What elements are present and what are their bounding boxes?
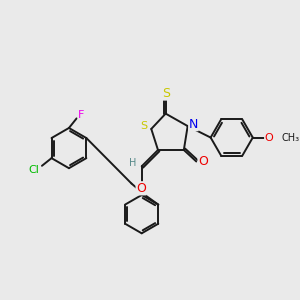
Text: N: N xyxy=(189,118,198,130)
Text: CH₃: CH₃ xyxy=(281,133,300,142)
Text: S: S xyxy=(140,121,147,131)
Text: F: F xyxy=(78,110,85,120)
Text: O: O xyxy=(136,182,146,195)
Text: H: H xyxy=(129,158,137,168)
Text: O: O xyxy=(265,133,273,142)
Text: Cl: Cl xyxy=(29,165,40,175)
Text: S: S xyxy=(162,87,170,100)
Text: O: O xyxy=(198,155,208,168)
